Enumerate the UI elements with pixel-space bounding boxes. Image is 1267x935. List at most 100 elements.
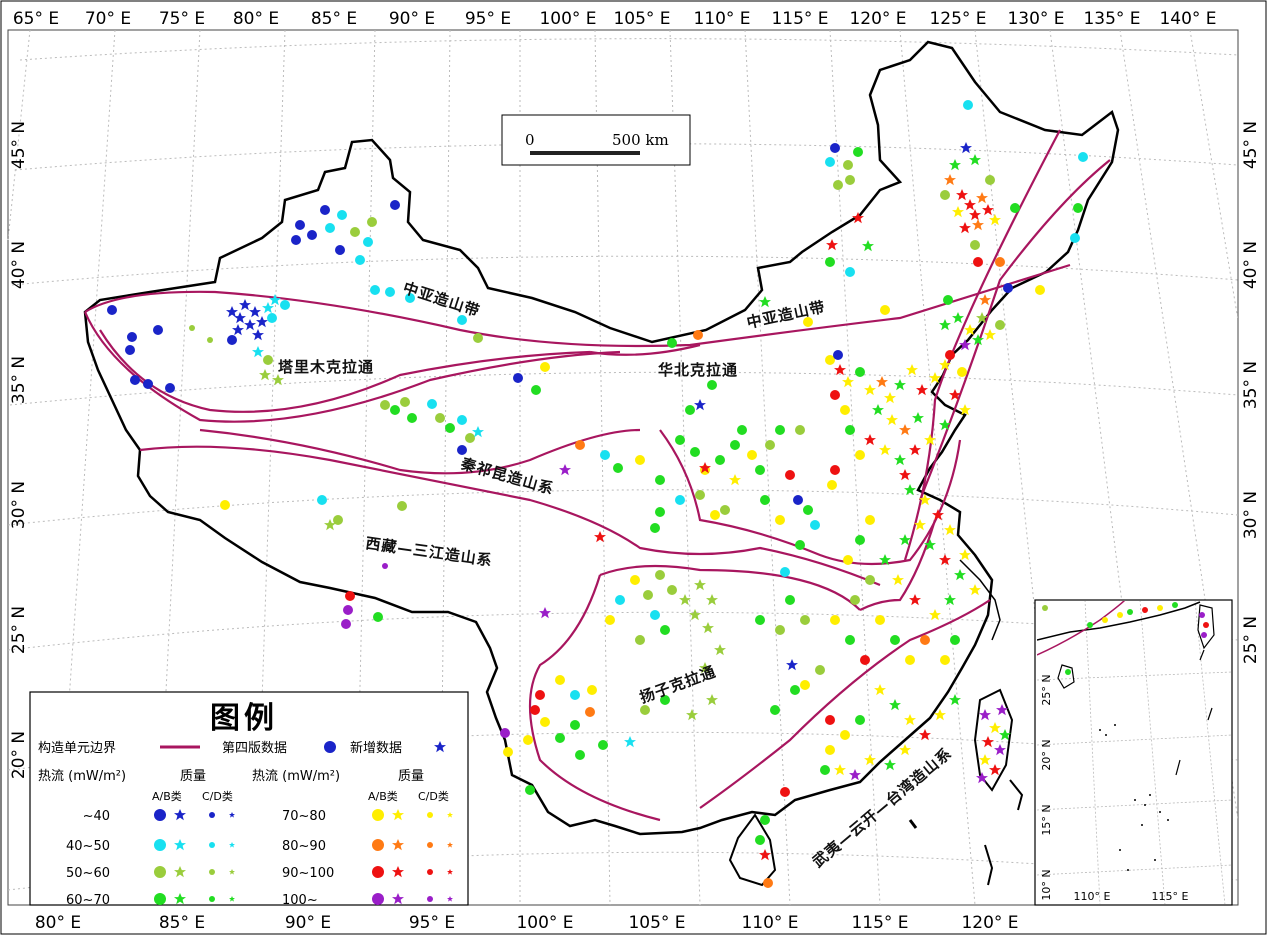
tick-label-left: 20° N: [9, 731, 29, 779]
heat-star: [252, 329, 264, 340]
heat-point: [355, 255, 365, 265]
cluster-taiwan: [976, 704, 1011, 783]
heat-point: [850, 595, 860, 605]
heat-point: [760, 815, 770, 825]
heat-point: [865, 575, 875, 585]
heat-point: [1065, 669, 1071, 675]
heat-point: [770, 705, 780, 715]
tick-label-top: 115° E: [771, 9, 828, 29]
heat-point: [800, 615, 810, 625]
heat-point: [1035, 285, 1045, 295]
heat-point: [675, 495, 685, 505]
heat-point: [640, 705, 650, 715]
label-yangtze: 扬子克拉通: [637, 662, 718, 706]
heat-star: [889, 699, 901, 710]
heat-point: [390, 200, 400, 210]
heat-point: [843, 555, 853, 565]
heat-point: [780, 567, 790, 577]
legend-ab-circle: [154, 866, 166, 878]
heat-point: [407, 413, 417, 423]
tick-label-top: 120° E: [849, 9, 906, 29]
heat-point: [1127, 609, 1133, 615]
heat-star: [904, 484, 916, 495]
heat-star: [269, 294, 281, 305]
heat-point: [530, 705, 540, 715]
tick-label-bottom: 115° E: [851, 913, 908, 933]
tick-label-left: 45° N: [9, 121, 29, 169]
legend-ab-circle: [372, 839, 384, 851]
cluster-north-china-plain: [825, 350, 971, 490]
heat-star: [232, 324, 244, 335]
heat-point: [555, 733, 565, 743]
label-tarim: 塔里木克拉通: [278, 358, 374, 376]
legend-new-label: 新增数据: [350, 740, 402, 756]
heat-point: [963, 100, 973, 110]
legend-title: 图例: [210, 701, 278, 736]
label-wuyi-taiwan: 武夷—云开—台湾造山系: [809, 744, 955, 871]
tick-label-left: 35° N: [9, 356, 29, 404]
heat-point: [855, 535, 865, 545]
heat-point: [830, 143, 840, 153]
heat-point: [875, 615, 885, 625]
heat-point: [825, 257, 835, 267]
heat-star: [954, 569, 966, 580]
tick-label-bottom: 100° E: [516, 913, 573, 933]
heat-star: [949, 159, 961, 170]
heat-star: [834, 764, 846, 775]
heat-star: [706, 594, 718, 605]
heat-point: [795, 425, 805, 435]
legend-quality-header-left: 质量: [180, 769, 206, 784]
legend-cd-circle: [209, 896, 215, 902]
heat-point: [125, 345, 135, 355]
heat-star: [834, 364, 846, 375]
tick-label-bottom: 120° E: [961, 913, 1018, 933]
heat-star: [702, 622, 714, 633]
cluster-central-china: [575, 380, 820, 550]
heat-point: [780, 787, 790, 797]
heat-star: [842, 376, 854, 387]
heat-point: [1199, 612, 1205, 618]
heat-point: [755, 465, 765, 475]
heat-point: [945, 350, 955, 360]
cluster-sichuan-yangtze: [605, 567, 810, 747]
heat-point: [695, 490, 705, 500]
heat-point: [1117, 612, 1123, 618]
heat-point: [643, 590, 653, 600]
heat-point: [291, 235, 301, 245]
heat-point: [755, 835, 765, 845]
heat-point: [585, 707, 595, 717]
heat-point: [1010, 203, 1020, 213]
tick-label-left: 40° N: [9, 241, 29, 289]
heat-star: [979, 294, 991, 305]
legend-boundary-label: 构造单元边界: [38, 741, 116, 756]
legend-cd-left: C/D类: [202, 789, 233, 803]
heat-point: [598, 740, 608, 750]
heat-point: [685, 405, 695, 415]
heat-star: [239, 299, 251, 310]
heat-star: [944, 594, 956, 605]
heat-point: [830, 390, 840, 400]
heat-star: [976, 192, 988, 203]
heat-point: [815, 665, 825, 675]
heat-star: [972, 219, 984, 230]
heat-point: [350, 227, 360, 237]
legend-range-label: 40~50: [66, 839, 110, 854]
heat-point: [755, 615, 765, 625]
tick-label-bottom: 110° E: [741, 913, 798, 933]
heat-star: [689, 609, 701, 620]
legend-v4-symbol: [324, 741, 336, 753]
legend-ab-circle: [154, 809, 166, 821]
heat-point: [107, 305, 117, 315]
heat-star: [759, 296, 771, 307]
heat-point: [1078, 152, 1088, 162]
heat-star: [539, 607, 551, 618]
heat-star: [894, 454, 906, 465]
tick-labels-bottom: 80° E 85° E 90° E 95° E 100° E 105° E 110° E 11…: [35, 913, 1019, 933]
heat-star: [252, 346, 264, 357]
heat-point: [382, 563, 388, 569]
scale-bar-line: [530, 151, 640, 155]
tick-label-top: 130° E: [1007, 9, 1064, 29]
heat-point: [513, 373, 523, 383]
heat-star: [929, 609, 941, 620]
